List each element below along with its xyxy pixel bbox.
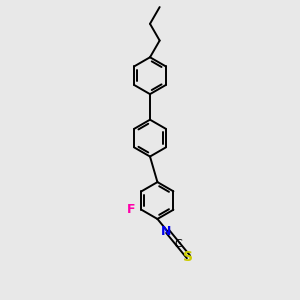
Text: C: C — [174, 239, 182, 249]
Text: S: S — [184, 250, 194, 264]
Text: N: N — [161, 225, 172, 238]
Text: F: F — [126, 203, 135, 216]
